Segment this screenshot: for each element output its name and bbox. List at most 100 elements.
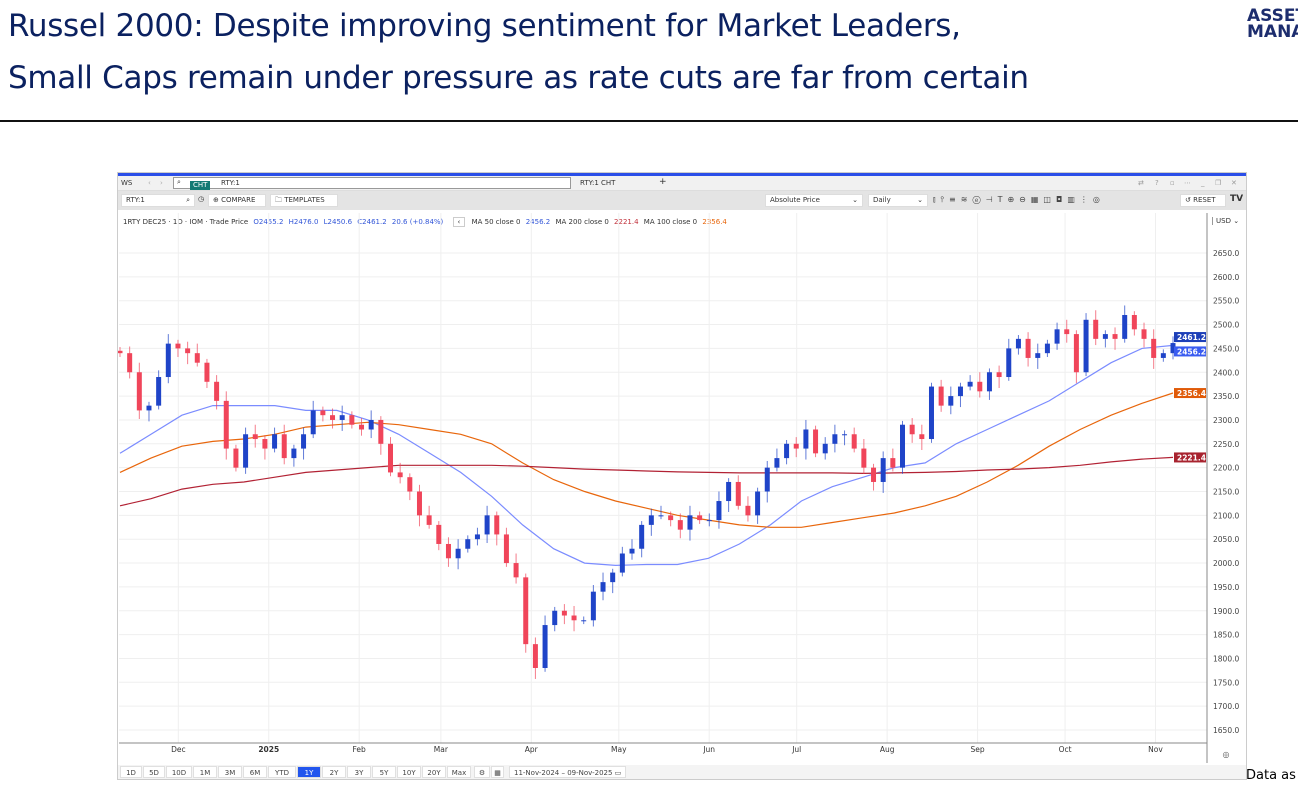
title-bar: WS ‹ › ⌕ CHT RTY:1 RTY:1 CHT + ⇄ ? ▫ ⋯ _…	[118, 176, 1246, 191]
currency-value: USD	[1216, 217, 1231, 225]
ma-line-100	[119, 392, 1174, 528]
ma200-label: MA 200 close 0	[555, 218, 609, 226]
cht-badge: CHT	[190, 181, 211, 190]
tab-rty-cht[interactable]: RTY:1 CHT	[580, 179, 616, 187]
candle-body	[523, 577, 529, 645]
candle-body	[832, 434, 838, 444]
templates-button[interactable]: 🗀 TEMPLATES	[270, 194, 338, 207]
restore-icon[interactable]: ❐	[1215, 179, 1222, 187]
candle-body	[774, 458, 780, 468]
x-tick-label: Dec	[171, 745, 186, 754]
close-icon[interactable]: ✕	[1231, 179, 1237, 187]
chevron-down-icon: ⌄	[917, 196, 923, 204]
window-icon[interactable]: ▫	[1170, 179, 1175, 187]
range-button-3y[interactable]: 3Y	[347, 766, 371, 778]
candle-body	[967, 381, 973, 387]
candle-body	[706, 520, 712, 522]
help-icon[interactable]: ?	[1155, 179, 1159, 187]
footer-note: Data as	[1246, 768, 1296, 783]
add-tab-button[interactable]: +	[659, 177, 667, 187]
price-chart[interactable]: 2650.0 2600.0 2550.0 2500.0 2450.0 2400.0 2350…	[118, 173, 1246, 765]
candle-body	[842, 434, 848, 436]
candle-body	[977, 381, 983, 392]
date-range-picker[interactable]: 11-Nov-2024 – 09-Nov-2025 ▭	[509, 766, 627, 778]
ma50-label: MA 50 close 0	[471, 218, 521, 226]
currency-select[interactable]: USD ⌄	[1212, 217, 1239, 225]
candle-body	[214, 381, 220, 401]
candle-body	[359, 424, 365, 430]
y-tick-label: 2250.0	[1213, 440, 1239, 449]
command-input[interactable]: ⌕ CHT RTY:1	[173, 177, 571, 190]
range-button-5d[interactable]: 5D	[143, 766, 165, 778]
ma-line-200	[119, 456, 1174, 507]
candle-body	[426, 515, 432, 525]
y-tick-label: 1700.0	[1213, 702, 1239, 711]
candle-body	[629, 548, 635, 554]
range-button-max[interactable]: Max	[447, 766, 471, 778]
logo-text: MANA	[1247, 22, 1298, 42]
y-tick-label: 1900.0	[1213, 607, 1239, 616]
collapse-legend-button[interactable]: ‹	[452, 217, 466, 227]
back-icon[interactable]: ‹	[148, 179, 151, 187]
candle-body	[726, 481, 732, 502]
candle-body	[243, 434, 249, 468]
link-icon[interactable]: ⇄	[1138, 179, 1144, 187]
candle-body	[233, 448, 239, 468]
candle-body	[349, 415, 355, 425]
candle-body	[204, 362, 210, 382]
candle-body	[301, 434, 307, 449]
calendar-icon[interactable]: ▦	[491, 766, 504, 778]
interval-select[interactable]: Daily ⌄	[868, 194, 928, 207]
range-button-20y[interactable]: 20Y	[422, 766, 446, 778]
forward-icon[interactable]: ›	[160, 179, 163, 187]
workspace-menu[interactable]: WS	[121, 179, 133, 187]
candle-body	[474, 534, 480, 540]
chart-tools-icons[interactable]: ⫾⫯≡≋ⓔ⊣T⊕⊖▦◫◘▥⋮◎	[933, 195, 1105, 204]
templates-label: TEMPLATES	[284, 196, 325, 204]
candle-body	[1083, 319, 1089, 373]
candle-body	[677, 520, 683, 530]
y-tick-label: 2200.0	[1213, 464, 1239, 473]
candle-body	[1015, 338, 1021, 349]
symbol-input[interactable]: RTY:1 ⌕	[121, 194, 195, 207]
compare-button[interactable]: ⊕ COMPARE	[208, 194, 266, 207]
range-button-1d[interactable]: 1D	[120, 766, 142, 778]
last-close-tag-label: 2461.2	[1177, 333, 1206, 342]
clock-icon[interactable]: ◷	[198, 195, 205, 203]
x-tick-label: Nov	[1148, 745, 1163, 754]
range-button-10y[interactable]: 10Y	[397, 766, 421, 778]
range-button-1m[interactable]: 1M	[193, 766, 217, 778]
minimize-icon[interactable]: _	[1201, 179, 1205, 187]
y-tick-label: 1800.0	[1213, 654, 1239, 663]
reset-button[interactable]: ↺ RESET	[1180, 194, 1226, 207]
range-button-6m[interactable]: 6M	[243, 766, 267, 778]
compare-label: COMPARE	[221, 196, 256, 204]
candle-body	[610, 572, 616, 583]
candle-body	[793, 443, 799, 449]
candle-body	[118, 350, 123, 354]
logo-text: ASSET	[1247, 6, 1298, 26]
candle-body	[1102, 334, 1108, 339]
x-tick-label: Feb	[353, 745, 367, 754]
settings-icon[interactable]: ⚙	[474, 766, 490, 778]
candle-body	[957, 386, 963, 397]
range-button-3m[interactable]: 3M	[218, 766, 242, 778]
y-tick-label: 1850.0	[1213, 631, 1239, 640]
candle-body	[503, 534, 509, 564]
candle-body	[291, 448, 297, 459]
date-range-value: 11-Nov-2024 – 09-Nov-2025	[514, 769, 613, 777]
range-button-10d[interactable]: 10D	[166, 766, 192, 778]
range-button-ytd[interactable]: YTD	[268, 766, 296, 778]
candle-body	[861, 448, 867, 468]
range-button-2y[interactable]: 2Y	[322, 766, 346, 778]
price-mode-select[interactable]: Absolute Price ⌄	[765, 194, 863, 207]
y-tick-label: 2350.0	[1213, 392, 1239, 401]
instrument-label: 1RTY DEC25 · 1D · IOM · Trade Price	[123, 218, 249, 226]
range-button-1y[interactable]: 1Y	[297, 766, 321, 778]
candle-body	[581, 620, 587, 622]
candle-body	[851, 434, 857, 449]
candle-body	[745, 505, 751, 516]
candle-body	[1044, 343, 1050, 354]
range-button-5y[interactable]: 5Y	[372, 766, 396, 778]
more-icon[interactable]: ⋯	[1184, 179, 1191, 187]
